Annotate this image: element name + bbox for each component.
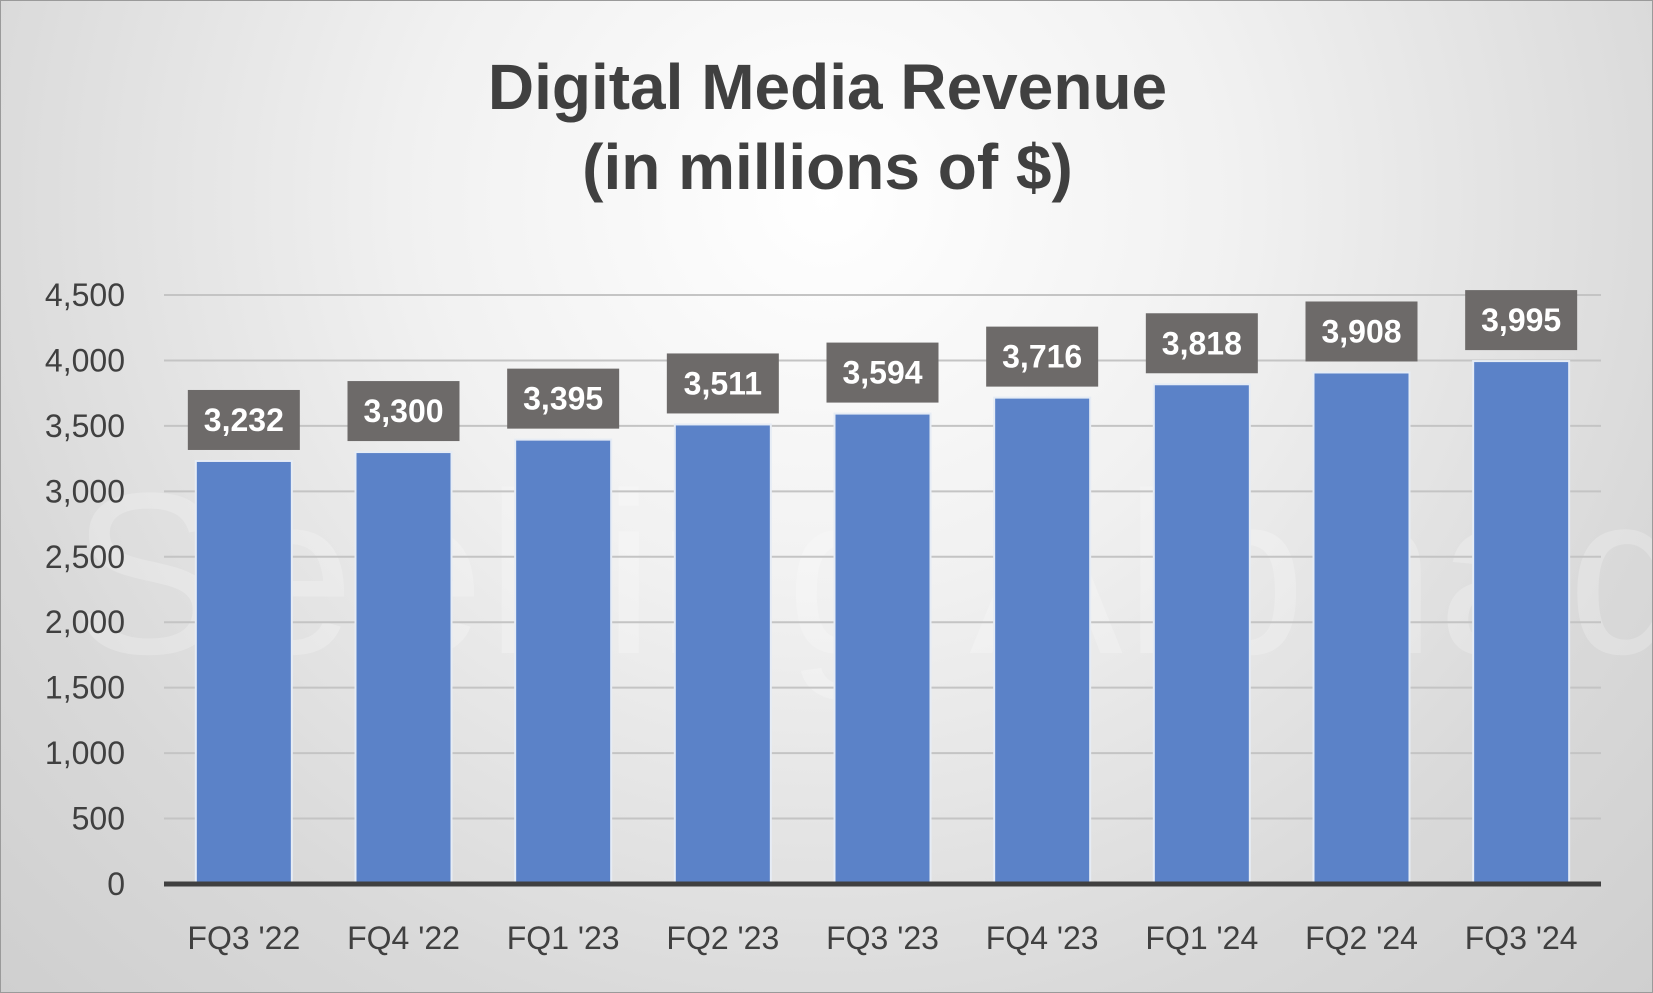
- y-tick-label: 3,000: [45, 473, 125, 509]
- data-label: 3,908: [1305, 301, 1418, 362]
- data-label-box: [1465, 290, 1578, 351]
- data-label-box: [347, 381, 460, 442]
- data-label: 3,300: [347, 381, 460, 442]
- x-tick-label: FQ2 '24: [1305, 920, 1418, 956]
- data-label: 3,395: [507, 368, 620, 429]
- data-label-text: 3,818: [1162, 325, 1242, 361]
- x-tick-label: FQ2 '23: [666, 920, 779, 956]
- data-label-box: [666, 353, 779, 414]
- y-tick-label: 1,500: [45, 670, 125, 706]
- bar: [354, 451, 453, 885]
- x-tick-label: FQ3 '23: [826, 920, 939, 956]
- data-label-box: [187, 389, 300, 450]
- x-tick-label: FQ3 '24: [1465, 920, 1578, 956]
- data-labels: 3,232 3,300 3,395 3,511 3,594 3,716 3,818 3,908…: [187, 290, 1578, 450]
- y-axis-ticks: 0 500 1,000 1,500 2,000 2,500 3,000 3,500 4,000 4…: [45, 277, 125, 902]
- data-label-text: 3,594: [842, 355, 922, 391]
- data-label-text: 3,395: [523, 381, 603, 417]
- y-tick-label: 2,500: [45, 539, 125, 575]
- data-label-box: [986, 326, 1099, 387]
- data-label-text: 3,908: [1321, 313, 1401, 349]
- bar: [1472, 360, 1571, 885]
- bar: [1152, 383, 1251, 885]
- data-label-text: 3,511: [684, 365, 762, 401]
- bar: [673, 423, 772, 885]
- chart-title-line-1: Digital Media Revenue: [487, 51, 1168, 123]
- bar: [993, 396, 1092, 885]
- y-tick-label: 3,500: [45, 408, 125, 444]
- data-label-text: 3,995: [1481, 302, 1561, 338]
- x-tick-label: FQ4 '22: [347, 920, 460, 956]
- data-label-text: 3,232: [204, 402, 284, 438]
- data-label-box: [826, 342, 939, 403]
- y-tick-label: 2,000: [45, 604, 125, 640]
- x-tick-label: FQ4 '23: [986, 920, 1099, 956]
- x-tick-label: FQ1 '24: [1145, 920, 1258, 956]
- chart-title-line-2: (in millions of $): [582, 131, 1073, 203]
- data-label: 3,818: [1145, 313, 1258, 374]
- bar: [194, 459, 293, 885]
- y-tick-label: 1,000: [45, 735, 125, 771]
- x-tick-label: FQ3 '22: [187, 920, 300, 956]
- data-label: 3,594: [826, 342, 939, 403]
- bar: [833, 412, 932, 885]
- data-label: 3,232: [187, 389, 300, 450]
- bars: [194, 360, 1571, 885]
- y-tick-label: 4,000: [45, 342, 125, 378]
- data-label-box: [1305, 301, 1418, 362]
- data-label-box: [1145, 313, 1258, 374]
- bar: [514, 438, 613, 885]
- x-axis-ticks: FQ3 '22 FQ4 '22 FQ1 '23 FQ2 '23 FQ3 '23 FQ4 '…: [164, 881, 1601, 956]
- y-tick-label: 500: [72, 801, 125, 837]
- data-label: 3,511: [666, 353, 779, 414]
- data-label-text: 3,716: [1002, 339, 1082, 375]
- data-label-box: [507, 368, 620, 429]
- y-tick-label: 4,500: [45, 277, 125, 313]
- y-tick-label: 0: [107, 866, 125, 902]
- data-label: 3,995: [1465, 290, 1578, 351]
- bar: [1312, 371, 1411, 885]
- data-label-text: 3,300: [363, 393, 443, 429]
- chart-title: Digital Media Revenue (in millions of $): [1, 47, 1652, 207]
- x-tick-label: FQ1 '23: [507, 920, 620, 956]
- data-label: 3,716: [986, 326, 1099, 387]
